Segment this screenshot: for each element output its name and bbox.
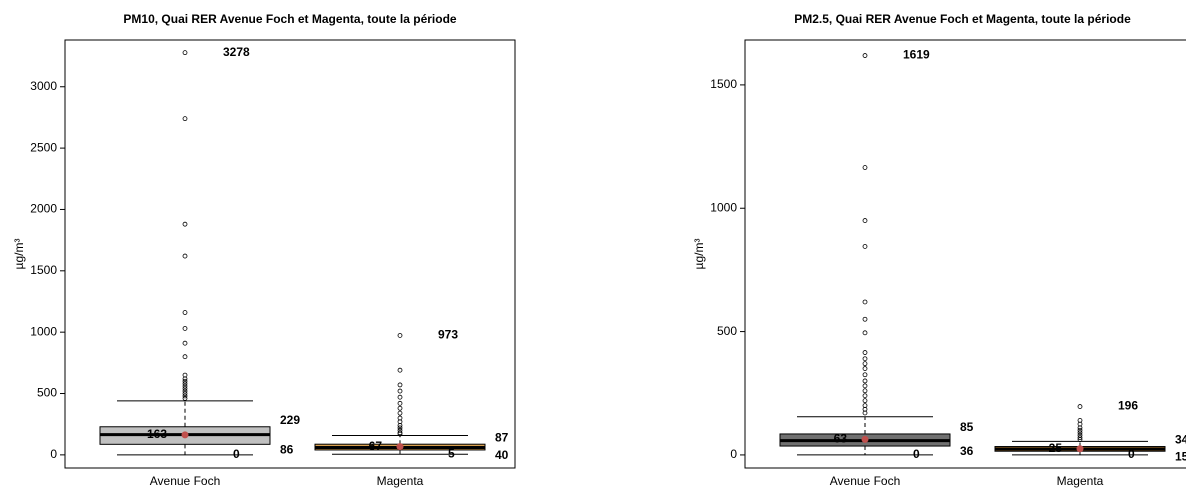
outlier: [863, 54, 867, 58]
y-tick-label: 1000: [30, 324, 57, 338]
y-tick-label: 1500: [710, 77, 737, 91]
outlier: [398, 368, 402, 372]
outlier: [398, 333, 402, 337]
y-tick-label: 0: [50, 447, 57, 461]
y-tick-label: 1500: [30, 263, 57, 277]
outlier: [183, 326, 187, 330]
outlier: [183, 254, 187, 258]
data-label: 25: [1049, 441, 1063, 455]
outlier: [863, 351, 867, 355]
x-tick-label: Magenta: [1057, 474, 1104, 488]
data-label: 86: [280, 442, 294, 456]
chart-title: PM10, Quai RER Avenue Foch et Magenta, t…: [123, 12, 456, 26]
mean-point: [182, 431, 189, 438]
outlier: [863, 394, 867, 398]
y-axis-label: µg/m³: [692, 239, 706, 270]
outlier: [398, 383, 402, 387]
y-tick-label: 2000: [30, 202, 57, 216]
mean-point: [862, 436, 869, 443]
y-tick-label: 2500: [30, 140, 57, 154]
chart-area: PM10, Quai RER Avenue Foch et Magenta, t…: [0, 0, 1186, 491]
outlier: [863, 244, 867, 248]
data-label: 34: [1175, 433, 1186, 447]
outlier: [183, 117, 187, 121]
y-tick-label: 0: [730, 447, 737, 461]
outlier: [863, 317, 867, 321]
data-label: 229: [280, 413, 300, 427]
y-tick-label: 3000: [30, 79, 57, 93]
data-label: 40: [495, 448, 509, 462]
outlier: [863, 362, 867, 366]
data-label: 3278: [223, 45, 250, 59]
page: PM10, Quai RER Avenue Foch et Magenta, t…: [0, 0, 1186, 491]
outlier: [863, 357, 867, 361]
outlier: [863, 399, 867, 403]
data-label: 973: [438, 328, 458, 342]
y-tick-label: 500: [717, 324, 737, 338]
data-label: 163: [147, 427, 167, 441]
x-tick-label: Avenue Foch: [830, 474, 901, 488]
x-tick-label: Magenta: [377, 474, 424, 488]
data-label: 63: [834, 432, 848, 446]
outlier: [863, 367, 867, 371]
x-tick-label: Avenue Foch: [150, 474, 221, 488]
y-tick-label: 500: [37, 386, 57, 400]
mean-point: [1077, 445, 1084, 452]
data-label: 1619: [903, 48, 930, 62]
data-label: 196: [1118, 399, 1138, 413]
data-label: 0: [233, 447, 240, 461]
outlier: [183, 311, 187, 315]
chart-title: PM2.5, Quai RER Avenue Foch et Magenta, …: [794, 12, 1131, 26]
outlier: [863, 219, 867, 223]
outlier: [183, 51, 187, 55]
mean-point: [397, 443, 404, 450]
outlier: [398, 406, 402, 410]
data-label: 5: [448, 446, 455, 460]
data-label: 0: [913, 447, 920, 461]
data-label: 0: [1128, 447, 1135, 461]
outlier: [183, 341, 187, 345]
outlier: [863, 389, 867, 393]
outlier: [863, 379, 867, 383]
outlier: [398, 389, 402, 393]
outlier: [863, 166, 867, 170]
data-label: 15: [1175, 449, 1186, 463]
outlier: [398, 401, 402, 405]
y-tick-label: 1000: [710, 200, 737, 214]
y-axis-label: µg/m³: [12, 239, 26, 270]
data-label: 85: [960, 420, 974, 434]
outlier: [863, 373, 867, 377]
outlier: [863, 331, 867, 335]
plot-frame: [65, 40, 515, 468]
outlier: [863, 300, 867, 304]
data-label: 67: [369, 439, 383, 453]
outlier: [183, 222, 187, 226]
outlier: [1078, 405, 1082, 409]
data-label: 87: [495, 430, 509, 444]
outlier: [398, 395, 402, 399]
outlier: [863, 384, 867, 388]
outlier: [183, 355, 187, 359]
outlier: [398, 411, 402, 415]
data-label: 36: [960, 444, 974, 458]
